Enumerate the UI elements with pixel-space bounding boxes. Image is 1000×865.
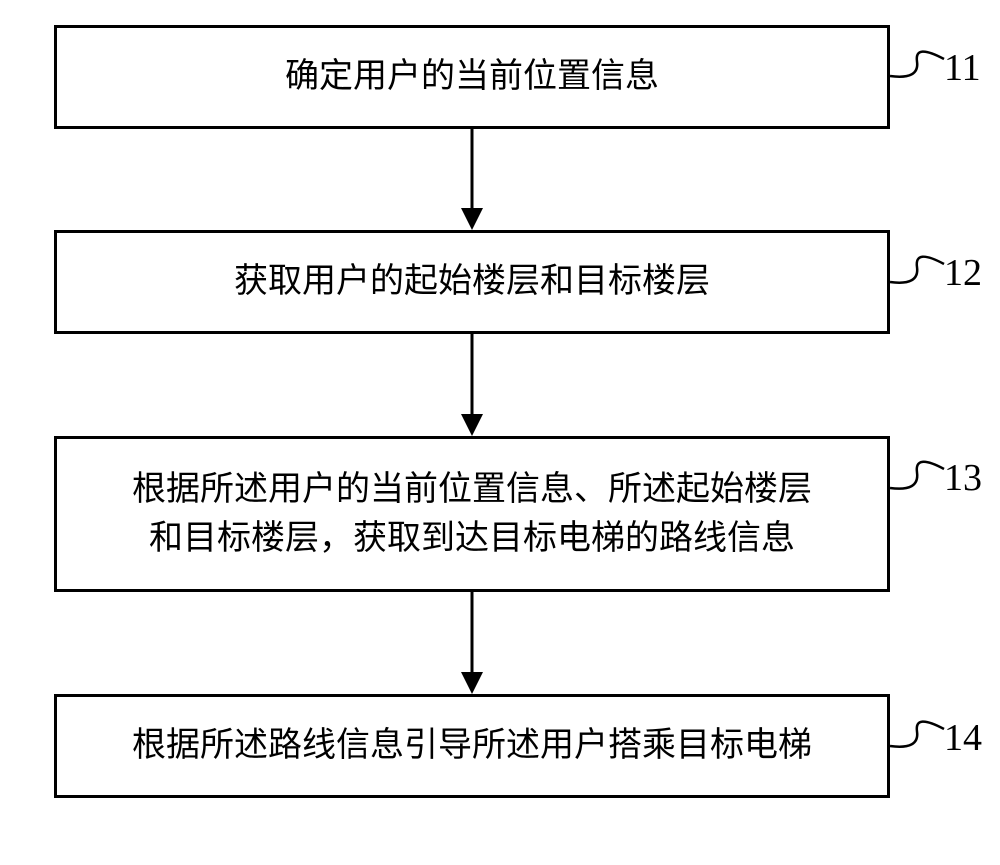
callout-line [890, 38, 964, 85]
node-text-line: 确定用户的当前位置信息 [285, 58, 659, 95]
node-text-line: 根据所述用户的当前位置信息、所述起始楼层 [132, 471, 812, 508]
flowchart-node-n3: 根据所述用户的当前位置信息、所述起始楼层和目标楼层，获取到达目标电梯的路线信息 [54, 436, 890, 592]
node-text: 根据所述路线信息引导所述用户搭乘目标电梯 [132, 721, 812, 770]
node-text: 获取用户的起始楼层和目标楼层 [234, 257, 710, 306]
node-text-line: 根据所述路线信息引导所述用户搭乘目标电梯 [132, 727, 812, 764]
node-text: 确定用户的当前位置信息 [285, 52, 659, 101]
callout-line [890, 708, 964, 755]
flowchart-arrow [450, 334, 494, 436]
flowchart-node-n4: 根据所述路线信息引导所述用户搭乘目标电梯 [54, 694, 890, 798]
flowchart-arrow [450, 129, 494, 230]
node-text-line: 获取用户的起始楼层和目标楼层 [234, 263, 710, 300]
node-text-line: 和目标楼层，获取到达目标电梯的路线信息 [149, 520, 795, 557]
flowchart-node-n1: 确定用户的当前位置信息 [54, 25, 890, 129]
flowchart-node-n2: 获取用户的起始楼层和目标楼层 [54, 230, 890, 334]
flowchart-arrow [450, 592, 494, 694]
flowchart-stage: 确定用户的当前位置信息获取用户的起始楼层和目标楼层根据所述用户的当前位置信息、所… [0, 0, 1000, 865]
node-text: 根据所述用户的当前位置信息、所述起始楼层和目标楼层，获取到达目标电梯的路线信息 [132, 465, 812, 564]
callout-line [890, 244, 964, 290]
callout-line [890, 450, 964, 495]
